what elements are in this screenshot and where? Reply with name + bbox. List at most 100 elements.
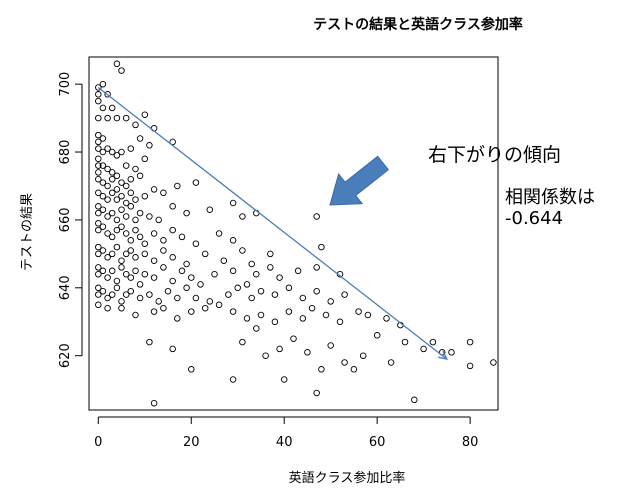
data-point: [122, 114, 130, 122]
data-point: [169, 277, 176, 285]
data-point: [420, 345, 427, 353]
data-point: [132, 226, 139, 234]
data-point: [108, 169, 116, 176]
data-point: [248, 294, 255, 302]
data-point: [127, 189, 135, 197]
data-point: [108, 250, 116, 258]
data-point: [285, 284, 293, 292]
data-point: [113, 216, 121, 224]
data-point: [206, 298, 214, 305]
x-tick-label: 0: [94, 435, 102, 450]
data-point: [229, 376, 237, 383]
data-point: [132, 311, 139, 319]
data-point: [99, 267, 107, 275]
data-point: [108, 104, 116, 112]
data-point: [206, 206, 214, 213]
data-point: [313, 389, 320, 397]
data-point: [104, 254, 111, 261]
y-tick-label: 700: [58, 72, 73, 97]
data-point: [271, 291, 279, 298]
data-point: [150, 274, 158, 281]
data-point: [118, 223, 125, 230]
data-point: [285, 308, 293, 315]
data-point: [280, 376, 288, 383]
trend-line: [97, 87, 448, 360]
data-point: [155, 216, 162, 224]
data-point: [122, 270, 130, 278]
data-point: [113, 60, 121, 68]
data-point: [95, 226, 102, 234]
data-point: [150, 257, 158, 264]
data-point: [387, 359, 395, 366]
data-point: [169, 345, 176, 353]
data-point: [229, 267, 237, 275]
data-point: [160, 237, 167, 244]
data-point: [257, 287, 265, 295]
data-point: [113, 172, 121, 180]
data-point: [201, 250, 209, 258]
data-point: [95, 169, 102, 176]
data-point: [341, 359, 348, 366]
data-point: [290, 335, 297, 342]
x-tick-label: 80: [462, 435, 479, 450]
data-point: [466, 362, 474, 370]
data-point: [127, 237, 135, 244]
x-tick-label: 40: [276, 435, 293, 450]
data-point: [239, 213, 246, 220]
data-point: [169, 226, 176, 234]
data-point: [160, 189, 167, 197]
correlation-label: 相関係数は: [505, 187, 595, 208]
data-point: [225, 291, 232, 298]
data-point: [201, 304, 209, 312]
data-point: [276, 274, 283, 281]
data-point: [318, 243, 325, 251]
data-point: [104, 145, 111, 152]
data-point: [136, 281, 144, 288]
data-point: [141, 270, 149, 278]
data-point: [359, 352, 367, 359]
data-point: [95, 264, 102, 271]
data-point: [118, 304, 125, 312]
data-point: [104, 196, 111, 203]
plot-frame: [88, 56, 499, 411]
data-point: [220, 257, 228, 264]
y-tick-label: 640: [58, 275, 73, 300]
data-point: [104, 294, 111, 302]
data-point: [99, 80, 107, 88]
data-point: [127, 203, 135, 210]
data-point: [136, 233, 144, 241]
y-axis: 620 640 660 680 700: [58, 72, 83, 368]
x-tick-label: 60: [369, 435, 386, 450]
data-point: [99, 247, 107, 254]
data-point: [99, 287, 107, 295]
data-point: [466, 338, 474, 346]
data-point: [95, 114, 102, 122]
data-point: [183, 284, 190, 292]
data-point: [313, 287, 320, 295]
data-point: [146, 213, 153, 220]
data-point: [113, 284, 121, 292]
data-point: [318, 366, 325, 373]
data-point: [95, 270, 102, 278]
data-point: [108, 189, 116, 197]
data-point: [448, 349, 455, 356]
data-point: [229, 199, 237, 207]
data-point: [95, 284, 102, 292]
data-point: [99, 162, 107, 169]
data-point: [490, 359, 497, 366]
data-point: [141, 155, 149, 163]
data-point: [383, 315, 390, 322]
data-point: [308, 304, 316, 312]
data-point: [132, 196, 139, 203]
data-point: [150, 399, 158, 407]
data-point: [113, 277, 121, 285]
data-point: [127, 145, 135, 152]
data-point: [327, 298, 334, 305]
data-point: [132, 267, 139, 275]
data-point: [108, 209, 116, 217]
data-point: [174, 182, 181, 190]
data-point: [122, 291, 130, 298]
data-point: [104, 182, 111, 190]
data-point: [429, 338, 437, 346]
